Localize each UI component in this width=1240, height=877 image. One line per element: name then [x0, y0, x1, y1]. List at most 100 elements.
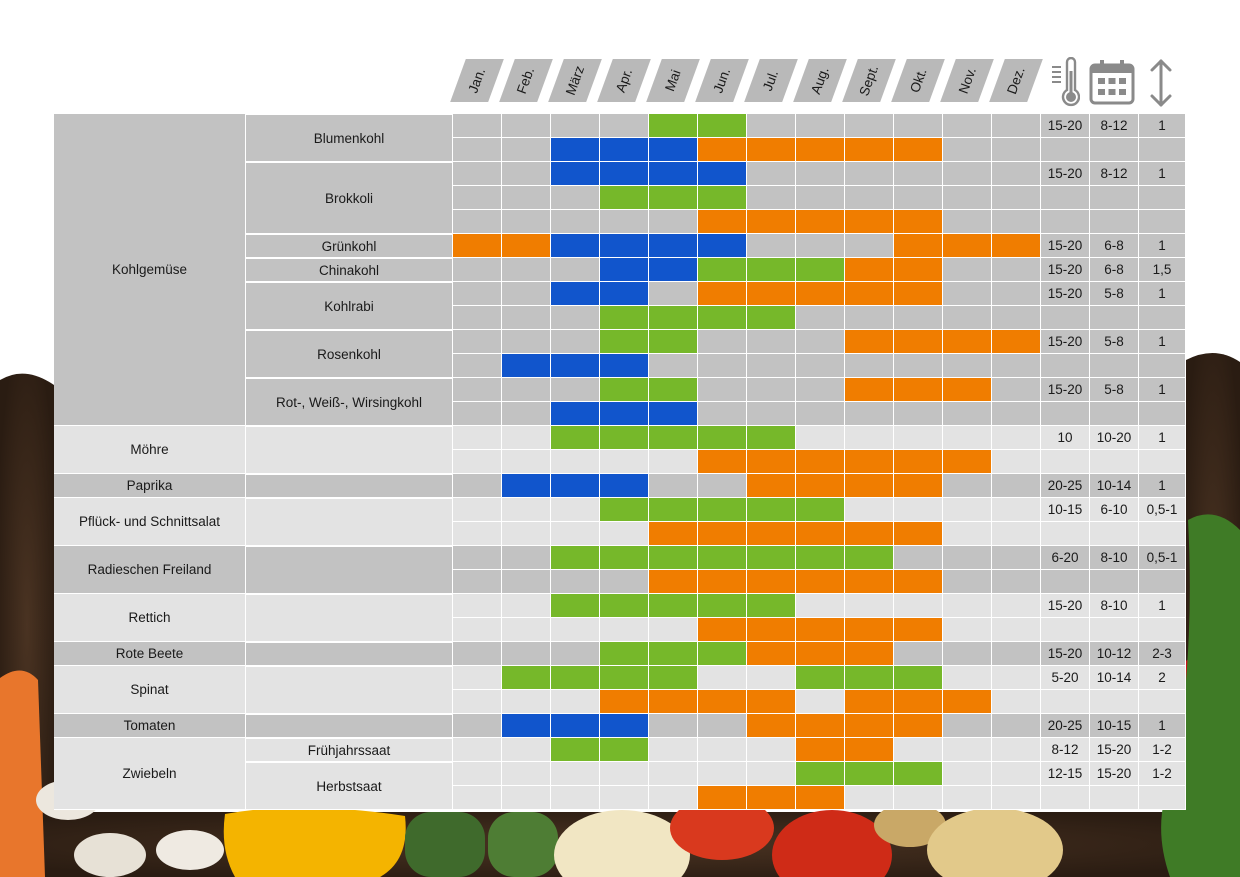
- month-cell: [747, 522, 796, 546]
- month-cell: [600, 402, 649, 426]
- month-cell: [649, 714, 698, 738]
- month-cell: [796, 642, 845, 666]
- month-cell: [649, 498, 698, 522]
- month-cell: [943, 282, 992, 306]
- temperature-value: 15-20: [1041, 234, 1090, 258]
- month-cell: [894, 354, 943, 378]
- month-label: Jan.: [465, 65, 489, 96]
- month-cell: [894, 162, 943, 186]
- month-cell: [698, 234, 747, 258]
- month-label: Jun.: [710, 65, 734, 96]
- month-cell: [502, 234, 551, 258]
- month-cell: [747, 330, 796, 354]
- month-cell: [845, 354, 894, 378]
- month-cell: [845, 186, 894, 210]
- spacing-value: 1: [1139, 594, 1186, 618]
- month-cell: [845, 162, 894, 186]
- spacing-value: 1-2: [1139, 738, 1186, 762]
- month-cell: [502, 426, 551, 450]
- variety-name: Grünkohl: [246, 234, 453, 258]
- germination-weeks-value: 8-10: [1090, 594, 1139, 618]
- month-cell: [600, 498, 649, 522]
- month-cell: [796, 114, 845, 138]
- month-cell: [943, 258, 992, 282]
- month-cell: [551, 306, 600, 330]
- month-cell: [796, 522, 845, 546]
- month-cell: [845, 762, 894, 786]
- month-cell: [502, 618, 551, 642]
- temperature-value: 15-20: [1041, 162, 1090, 186]
- month-cell: [600, 474, 649, 498]
- month-cell: [551, 618, 600, 642]
- month-cell: [943, 522, 992, 546]
- month-cell: [992, 138, 1041, 162]
- month-cell: [502, 570, 551, 594]
- month-cell: [943, 642, 992, 666]
- variety-name: [246, 426, 453, 474]
- month-cell: [747, 354, 796, 378]
- variety-name: Rosenkohl: [246, 330, 453, 378]
- spacing-value: 1: [1139, 162, 1186, 186]
- info-cell: [1090, 186, 1139, 210]
- thermometer-icon: [1052, 57, 1080, 107]
- group-name: Paprika: [54, 474, 246, 498]
- spacing-value: 1-2: [1139, 762, 1186, 786]
- month-cell: [698, 642, 747, 666]
- month-cell: [845, 378, 894, 402]
- month-cell: [894, 378, 943, 402]
- temperature-value: 20-25: [1041, 474, 1090, 498]
- month-cell: [600, 546, 649, 570]
- month-cell: [600, 330, 649, 354]
- month-cell: [649, 114, 698, 138]
- month-cell: [845, 138, 894, 162]
- month-cell: [943, 114, 992, 138]
- month-cell: [943, 426, 992, 450]
- month-cell: [992, 642, 1041, 666]
- month-cell: [698, 162, 747, 186]
- month-cell: [453, 426, 502, 450]
- month-cell: [992, 714, 1041, 738]
- month-cell: [551, 666, 600, 690]
- month-cell: [698, 666, 747, 690]
- variety-name: [246, 642, 453, 666]
- month-cell: [649, 450, 698, 474]
- month-cell: [894, 762, 943, 786]
- sowing-calendar-table: Kohlgemüse Blumenkohl 15-20 8-12 1 Brokkoli 15…: [54, 114, 1186, 814]
- month-cell: [894, 210, 943, 234]
- month-cell: [649, 402, 698, 426]
- month-cell: [649, 786, 698, 810]
- info-cell: [1041, 618, 1090, 642]
- month-cell: [649, 186, 698, 210]
- month-cell: [747, 282, 796, 306]
- month-cell: [943, 450, 992, 474]
- month-cell: [894, 786, 943, 810]
- month-cell: [943, 690, 992, 714]
- month-cell: [796, 594, 845, 618]
- month-cell: [992, 186, 1041, 210]
- month-cell: [502, 330, 551, 354]
- month-cell: [894, 426, 943, 450]
- month-cell: [649, 354, 698, 378]
- month-cell: [600, 570, 649, 594]
- variety-name: Frühjahrssaat: [246, 738, 453, 762]
- month-cell: [453, 378, 502, 402]
- month-cell: [747, 306, 796, 330]
- month-cell: [894, 234, 943, 258]
- month-cell: [747, 402, 796, 426]
- temperature-value: 6-20: [1041, 546, 1090, 570]
- month-cell: [649, 162, 698, 186]
- month-cell: [453, 138, 502, 162]
- month-cell: [845, 498, 894, 522]
- month-label: Sept.: [856, 63, 882, 98]
- group-name: Pflück- und Schnittsalat: [54, 498, 246, 546]
- month-cell: [551, 570, 600, 594]
- month-cell: [796, 138, 845, 162]
- variety-name: [246, 594, 453, 642]
- month-cell: [453, 642, 502, 666]
- month-cell: [649, 666, 698, 690]
- month-cell: [600, 234, 649, 258]
- germination-weeks-value: 10-20: [1090, 426, 1139, 450]
- month-cell: [845, 450, 894, 474]
- month-cell: [747, 210, 796, 234]
- month-cell: [894, 570, 943, 594]
